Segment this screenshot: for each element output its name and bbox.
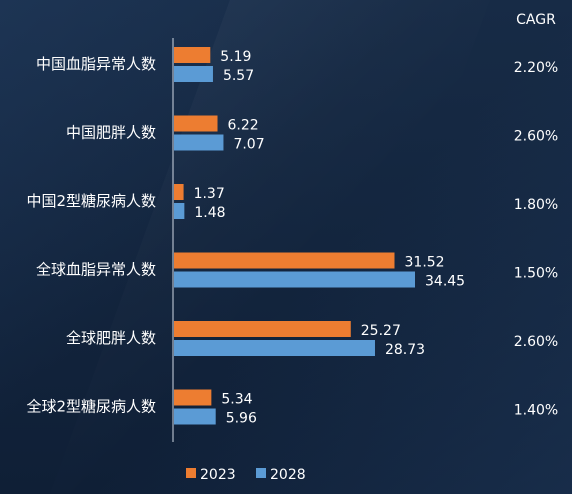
data-label: 1.37 [194, 186, 225, 202]
data-label: 31.52 [405, 255, 445, 271]
bar-2028 [174, 271, 415, 288]
data-label: 25.27 [361, 323, 401, 339]
category-label: 中国血脂异常人数 [36, 55, 156, 73]
legend-swatch-2028 [256, 468, 266, 478]
cagr-value: 1.40% [514, 403, 558, 419]
data-label: 28.73 [385, 342, 425, 358]
bar-2023 [174, 252, 395, 269]
legend-swatch-2023 [186, 468, 196, 478]
data-label: 5.34 [221, 392, 252, 408]
category-label: 全球血脂异常人数 [36, 261, 156, 279]
bar-2028 [174, 66, 213, 82]
bars-group: 中国血脂异常人数 5.19 5.57 2.20% 中国肥胖人数 6.22 7.07 2.60%… [26, 47, 558, 427]
data-label: 5.96 [226, 411, 257, 427]
cagr-value: 1.50% [514, 266, 558, 282]
category-label: 全球肥胖人数 [66, 329, 156, 347]
legend-label-2028: 2028 [270, 467, 306, 483]
legend: 2023 2028 [186, 467, 306, 483]
data-label: 7.07 [233, 137, 264, 153]
bar-2023 [174, 321, 351, 337]
legend-label-2023: 2023 [200, 467, 236, 483]
category-label: 全球2型糖尿病人数 [26, 398, 156, 416]
bar-2023 [174, 47, 211, 63]
data-label: 5.19 [220, 49, 251, 65]
cagr-value: 2.60% [514, 129, 558, 145]
data-label: 1.48 [194, 205, 225, 221]
data-label: 34.45 [425, 274, 465, 290]
category-label: 中国2型糖尿病人数 [26, 192, 156, 210]
bar-2028 [174, 203, 185, 219]
bar-2023 [174, 184, 184, 200]
bar-2028 [174, 340, 375, 356]
data-label: 5.57 [223, 68, 254, 84]
cagr-value: 2.60% [514, 334, 558, 350]
cagr-value: 1.80% [514, 197, 558, 213]
data-label: 6.22 [228, 118, 259, 134]
bar-2028 [174, 408, 216, 425]
cagr-value: 2.20% [514, 60, 558, 76]
bar-2023 [174, 115, 218, 132]
cagr-header: CAGR [516, 12, 556, 28]
category-label: 中国肥胖人数 [66, 124, 156, 142]
bar-2023 [174, 389, 212, 406]
bar-2028 [174, 134, 224, 151]
